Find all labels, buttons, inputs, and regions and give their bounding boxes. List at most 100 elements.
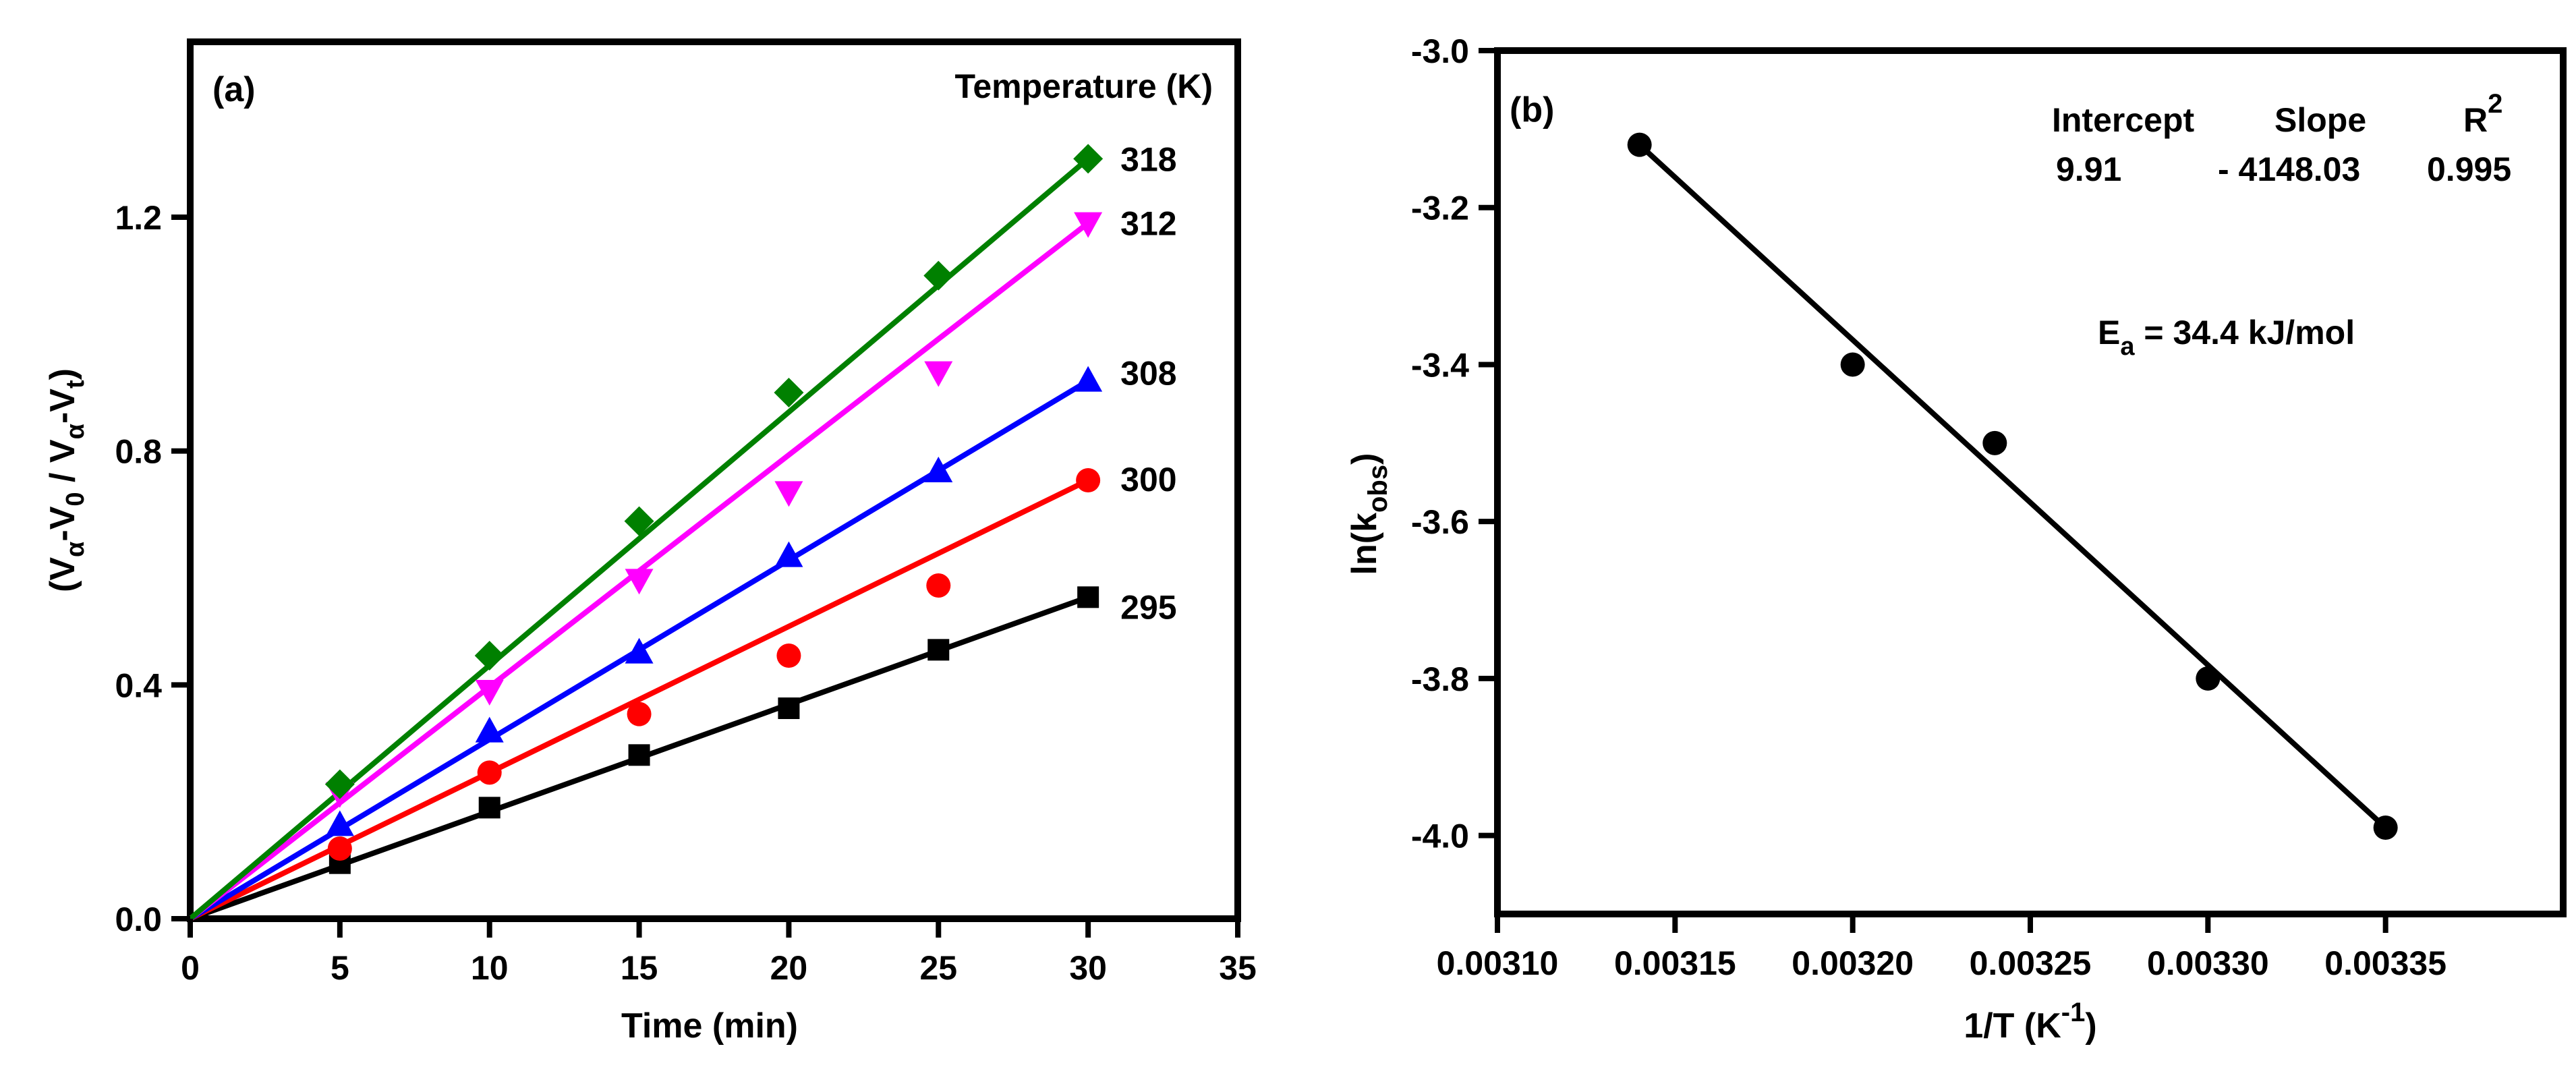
chart-a-series-labels: 295 300 308 312 318 <box>1120 140 1176 626</box>
marker-308 <box>924 457 953 482</box>
series-label-295: 295 <box>1120 588 1176 626</box>
y-label-end: ) <box>1345 453 1384 465</box>
y-tick-label: -4.0 <box>1411 818 1469 855</box>
chart-b-panel-label: (b) <box>1510 90 1554 130</box>
marker-308 <box>475 716 504 743</box>
marker-arrhenius <box>1627 132 1652 157</box>
y-label-sub: 0 <box>61 492 90 506</box>
ea-sub: a <box>2120 333 2135 361</box>
y-label-part: -V <box>43 506 82 541</box>
x-tick-label: 20 <box>770 949 808 987</box>
fit-line-318 <box>188 156 1090 921</box>
marker-300 <box>1076 468 1101 492</box>
x-tick-label: 35 <box>1219 949 1257 987</box>
chart-a-y-axis-label: (Vα-V0 / Vα-Vt) <box>43 368 90 592</box>
ea-rest: = 34.4 kJ/mol <box>2135 314 2355 351</box>
x-tick-label: 0 <box>181 949 200 987</box>
r2-main: R <box>2463 101 2488 139</box>
marker-295 <box>778 697 800 719</box>
chart-b-frame <box>1494 47 2567 917</box>
chart-a-x-ticks: 0 5 10 15 20 25 30 35 <box>181 919 1257 987</box>
marker-295 <box>1077 586 1099 608</box>
x-label-sup: -1 <box>2061 998 2086 1027</box>
fit-line-arrhenius <box>1637 142 2388 830</box>
x-label-main: 1/T (K <box>1964 1006 2061 1046</box>
x-tick-label: 0.00330 <box>2147 944 2269 982</box>
y-tick-label: 0.0 <box>115 901 162 938</box>
chart-b-x-ticks: 0.00310 0.00315 0.00320 0.00325 0.00330 0.003… <box>1437 914 2446 982</box>
chart-b-y-axis-label: ln(kobs) <box>1345 453 1393 575</box>
marker-300 <box>776 644 801 668</box>
y-label-sub: obs <box>1363 465 1393 513</box>
marker-312 <box>774 481 803 507</box>
marker-318 <box>474 641 505 670</box>
chart-a-x-axis-label: Time (min) <box>621 1006 798 1046</box>
series-label-318: 318 <box>1120 140 1176 178</box>
x-tick-label: 0.00310 <box>1437 944 1559 982</box>
marker-300 <box>926 573 951 598</box>
stats-header-slope: Slope <box>2274 101 2366 139</box>
chart-b-y-ticks: -3.0 -3.2 -3.4 -3.6 -3.8 -4.0 <box>1411 32 1497 855</box>
x-tick-label: 0.00335 <box>2324 944 2446 982</box>
chart-b-fit-line <box>1637 142 2388 830</box>
marker-295 <box>927 639 950 661</box>
x-tick-label: 5 <box>331 949 349 987</box>
chart-a-panel-label: (a) <box>212 70 256 109</box>
x-tick-label: 15 <box>621 949 658 987</box>
y-tick-label: 0.8 <box>115 433 162 471</box>
y-label-part: -V <box>43 389 82 424</box>
x-tick-label: 0.00320 <box>1792 944 1914 982</box>
chart-b: 0.00310 0.00315 0.00320 0.00325 0.00330 0.003… <box>1345 32 2567 1046</box>
stats-header-intercept: Intercept <box>2052 101 2195 139</box>
marker-300 <box>477 760 502 785</box>
stats-value-slope: - 4148.03 <box>2218 150 2360 188</box>
marker-295 <box>478 797 500 819</box>
chart-a-legend-title: Temperature (K) <box>955 67 1213 105</box>
chart-a-fit-lines <box>188 156 1090 921</box>
y-label-main: ln(k <box>1345 513 1384 575</box>
marker-318 <box>324 769 355 799</box>
marker-318 <box>1073 144 1104 174</box>
marker-arrhenius <box>2196 666 2221 691</box>
y-label-part: / V <box>43 439 82 492</box>
marker-312 <box>924 361 953 387</box>
marker-318 <box>923 260 954 291</box>
x-tick-label: 0.00325 <box>1970 944 2092 982</box>
chart-b-x-axis-label: 1/T (K-1) <box>1964 998 2096 1046</box>
y-tick-label: -3.4 <box>1411 346 1469 384</box>
activation-energy-annotation: Ea = 34.4 kJ/mol <box>2098 314 2355 361</box>
r2-sup: 2 <box>2488 89 2502 119</box>
marker-arrhenius <box>2373 816 2398 840</box>
marker-arrhenius <box>1840 352 1865 377</box>
x-tick-label: 25 <box>919 949 957 987</box>
x-tick-label: 30 <box>1069 949 1107 987</box>
y-tick-label: 1.2 <box>115 199 162 237</box>
y-tick-label: -3.6 <box>1411 503 1469 541</box>
marker-308 <box>325 810 354 836</box>
marker-295 <box>628 744 650 766</box>
x-tick-label: 10 <box>471 949 509 987</box>
marker-312 <box>475 680 504 706</box>
y-label-sub: α <box>61 424 90 439</box>
marker-308 <box>774 541 803 567</box>
marker-arrhenius <box>1982 430 2007 455</box>
marker-300 <box>627 702 652 726</box>
y-label-part: ) <box>43 368 82 380</box>
y-tick-label: 0.4 <box>115 666 162 704</box>
y-label-sub: α <box>61 542 90 557</box>
marker-308 <box>625 637 654 664</box>
chart-a-markers <box>324 144 1104 874</box>
fit-line-300 <box>189 478 1089 921</box>
marker-312 <box>625 569 654 595</box>
y-label-sub: t <box>61 380 90 389</box>
stats-value-intercept: 9.91 <box>2056 150 2121 188</box>
stats-header-r2: R2 <box>2463 89 2502 139</box>
marker-318 <box>774 378 804 407</box>
y-label-part: (V <box>43 557 82 592</box>
x-tick-label: 0.00315 <box>1614 944 1736 982</box>
chart-a-frame <box>187 38 1241 922</box>
chart-a: 0 5 10 15 20 25 30 35 0.0 0.4 0.8 1.2 295 300 308 312… <box>43 38 1257 1046</box>
y-tick-label: -3.2 <box>1411 190 1469 227</box>
chart-b-markers <box>1627 132 2398 840</box>
y-tick-label: -3.8 <box>1411 660 1469 698</box>
